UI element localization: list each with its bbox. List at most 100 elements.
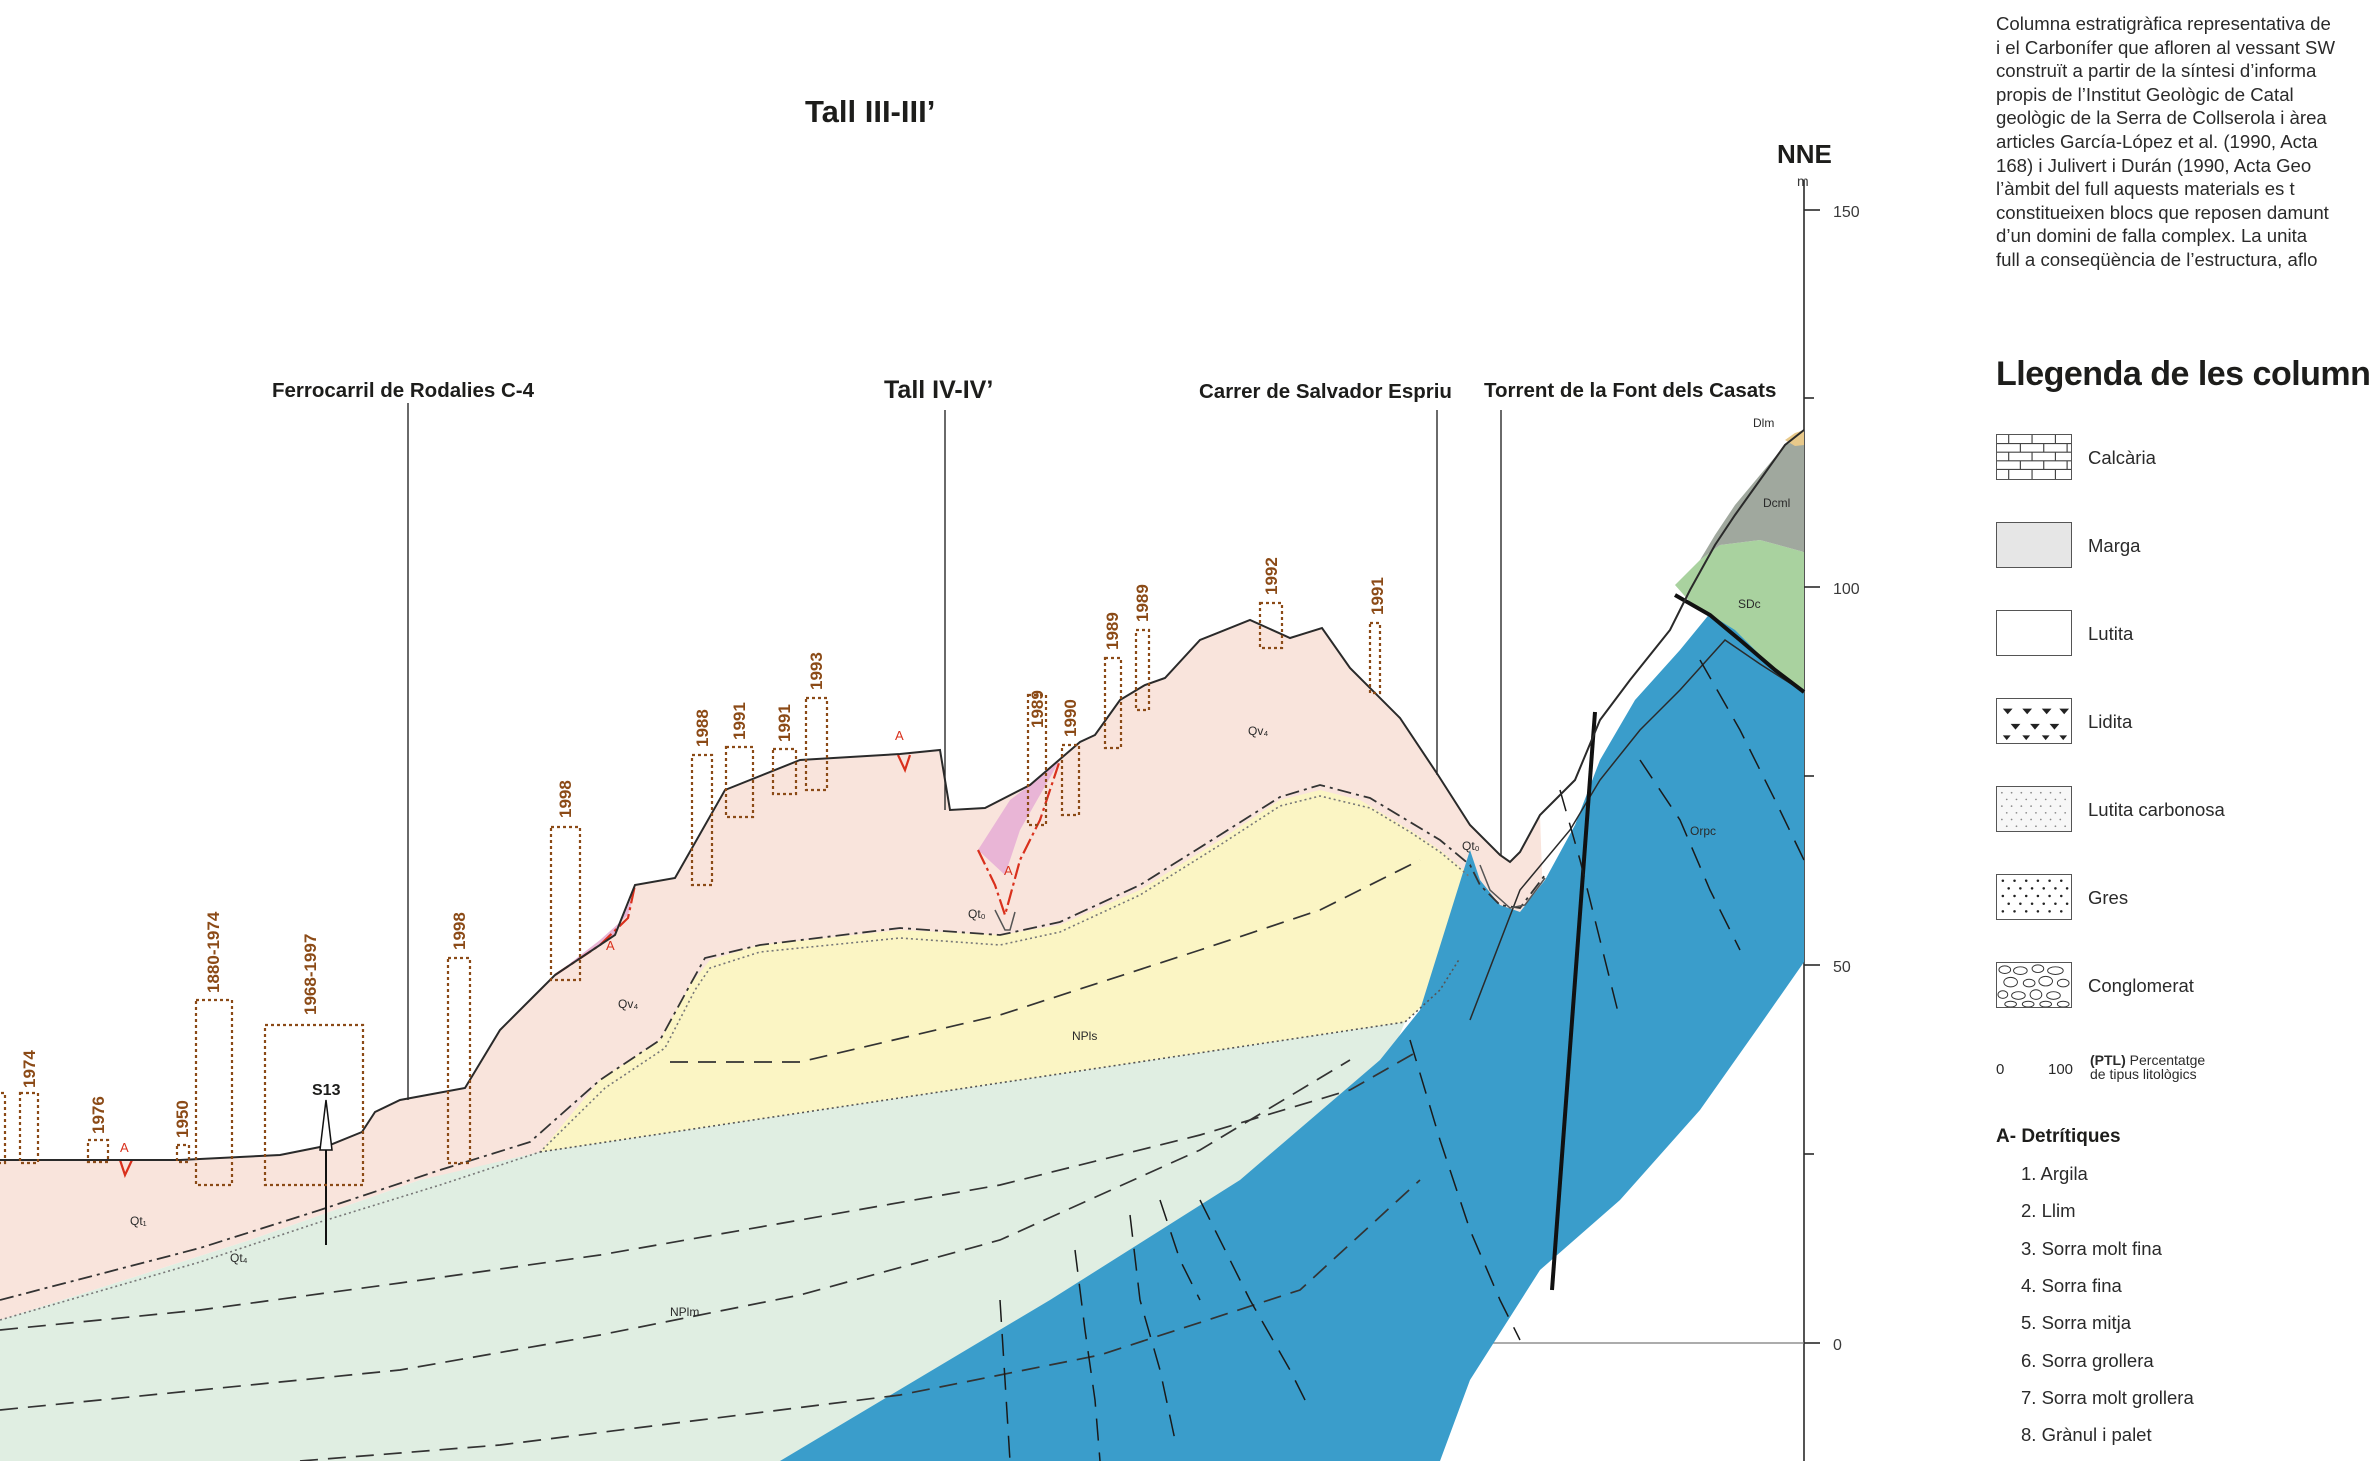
description-line: full a conseqüència de l’estructura, afl… <box>1996 248 2318 270</box>
unit-label-qt0: Qt₀ <box>968 907 986 921</box>
anthropic-fill <box>978 760 1060 875</box>
tick-label-0: 0 <box>1833 1337 1842 1354</box>
year-label: 1989 <box>1133 584 1152 622</box>
detrital-item: 5. Sorra mitja <box>2021 1312 2132 1333</box>
urban-building-frames <box>0 601 1382 1187</box>
description-line: Columna estratigràfica representativa de <box>1996 13 2331 34</box>
detrital-item: 6. Sorra grollera <box>2021 1350 2154 1371</box>
lydite-icon <box>1996 698 2072 744</box>
detrital-group-title: A- Detrítiques <box>1996 1126 2121 1147</box>
ptl-desc-line1: Percentatge <box>2129 1052 2206 1068</box>
year-label: 1998 <box>450 912 469 950</box>
legend-item-gres: Gres <box>1996 874 2370 922</box>
cleavage-line <box>1699 659 1805 861</box>
legend-label: Conglomerat <box>2088 975 2194 996</box>
description-line: propis de l’Institut Geològic de Catal <box>1996 83 2294 105</box>
year-label: 1989 <box>1103 612 1122 650</box>
anthropic-contact <box>977 759 1062 919</box>
fill-marker: A <box>120 1140 129 1155</box>
ptl-scale: 0 100 (PTL) Percentatge de tipus litològ… <box>1996 1053 2370 1083</box>
cleavage-line <box>1199 1199 1311 1411</box>
contact-dotted <box>0 795 1471 1321</box>
bedding-line <box>0 1059 1351 1411</box>
legend-item-lutita: Lutita <box>1996 610 2370 658</box>
limestone-icon <box>1996 434 2072 480</box>
description-line: i el Carbonífer que afloren al vessant S… <box>1996 36 2335 58</box>
description-line: l’àmbit del full aquests materials es t <box>1996 178 2295 200</box>
year-label: 1988 <box>693 709 712 747</box>
tick-label-100: 100 <box>1833 581 1860 598</box>
landmark-carrer: Carrer de Salvador Espriu <box>1199 380 1452 403</box>
bedding-line <box>299 1179 1421 1461</box>
legend-title: Llegenda de les columnes <box>1996 355 2370 393</box>
cleavage-line <box>1129 1214 1176 1441</box>
unit-sdc <box>1675 540 1804 692</box>
unit-label-qt1: Qt₁ <box>130 1214 147 1228</box>
detrital-item: 4. Sorra fina <box>2021 1275 2122 1296</box>
year-label: 1998 <box>556 780 575 818</box>
mudstone-icon <box>1996 610 2072 656</box>
cleavage-line <box>999 1299 1011 1461</box>
legend-label: Gres <box>2088 887 2129 908</box>
year-label: 1991 <box>775 704 794 742</box>
tick-label-50: 50 <box>1833 959 1851 976</box>
year-label: 1974 <box>20 1050 39 1088</box>
ptl-hundred: 100 <box>2048 1061 2074 1078</box>
fill-marker: A <box>895 728 904 743</box>
detrital-item: 7. Sorra molt grollera <box>2021 1387 2194 1408</box>
cleavage-line <box>1159 1199 1201 1301</box>
description-line: 168) i Julivert i Durán (1990, Acta Geo <box>1996 154 2312 176</box>
legend-item-marga: Marga <box>1996 522 2370 570</box>
legend-item-conglomerat: Conglomerat <box>1996 962 2370 1010</box>
geology-contacts <box>0 429 1806 1461</box>
unit-label-sdc: SDc <box>1738 597 1761 611</box>
stratigraphic-description: Columna estratigràfica representativa de… <box>1996 12 2370 272</box>
detrital-item: 8. Grànul i palet <box>2021 1424 2152 1445</box>
legend-item-lutita-carbonosa: Lutita carbonosa <box>1996 786 2370 834</box>
carbonaceous-mudstone-icon <box>1996 786 2072 832</box>
year-label: 1968-1997 <box>301 934 320 1015</box>
landmark-torrent: Torrent de la Font dels Casats <box>1484 379 1776 402</box>
landmark-ferrocarril: Ferrocarril de Rodalies C-4 <box>272 379 535 402</box>
orientation-label: NNE <box>1777 139 1832 169</box>
year-label: 1992 <box>1262 557 1281 595</box>
description-line: construït a partir de la síntesi d’infor… <box>1996 60 2317 82</box>
year-label: 1990 <box>1061 699 1080 737</box>
section-title: Tall III-III’ <box>805 94 935 129</box>
unit-label-dlm: Dlm <box>1753 416 1774 430</box>
topographic-profile <box>0 429 1805 1161</box>
contact-quaternary-base <box>0 784 1546 1301</box>
unit-label-nplm: NPlm <box>670 1305 699 1319</box>
description-line: articles García-López et al. (1990, Acta <box>1996 130 2318 152</box>
ptl-description: (PTL) Percentatge de tipus litològics <box>2090 1053 2205 1081</box>
description-line: geològic de la Serra de Collserola i àre… <box>1996 107 2327 129</box>
fault-line <box>1550 711 1597 1291</box>
ptl-zero: 0 <box>1996 1061 2005 1078</box>
anthropic-contact <box>118 1159 133 1178</box>
detrital-item: 3. Sorra molt fina <box>2021 1238 2162 1259</box>
unit-label-dcml: Dcml <box>1763 496 1790 510</box>
borehole-label: S13 <box>312 1082 341 1099</box>
elevation-unit: m <box>1797 173 1809 189</box>
year-labels: 1974 1976 1950 1880-1974 1968-1997 1998 … <box>20 557 1387 1138</box>
year-label: 1880-1974 <box>204 911 223 993</box>
cleavage-line <box>1639 759 1741 951</box>
legend-label: Lutita <box>2088 623 2134 644</box>
legend-label: Calcària <box>2088 447 2156 468</box>
contact-valley <box>994 909 1016 931</box>
marl-icon <box>1996 522 2072 568</box>
bedding-line <box>0 1049 1421 1331</box>
legend-label: Lidita <box>2088 711 2133 732</box>
description-line: constitueixen blocs que reposen damunt <box>1996 201 2329 223</box>
ptl-abbr: (PTL) <box>2090 1052 2126 1068</box>
unit-label-qt4: Qt₄ <box>230 1251 248 1265</box>
tick-label-150: 150 <box>1833 204 1860 221</box>
unit-label-qv4: Qv₄ <box>618 997 638 1011</box>
description-line: d’un domini de falla complex. La unita <box>1996 225 2308 247</box>
year-label: 1993 <box>807 652 826 690</box>
anthropic-contact <box>897 754 912 773</box>
legend-label: Lutita carbonosa <box>2088 799 2225 820</box>
legend-item-lidita: Lidita <box>1996 698 2370 746</box>
contact-valley <box>1479 864 1546 909</box>
